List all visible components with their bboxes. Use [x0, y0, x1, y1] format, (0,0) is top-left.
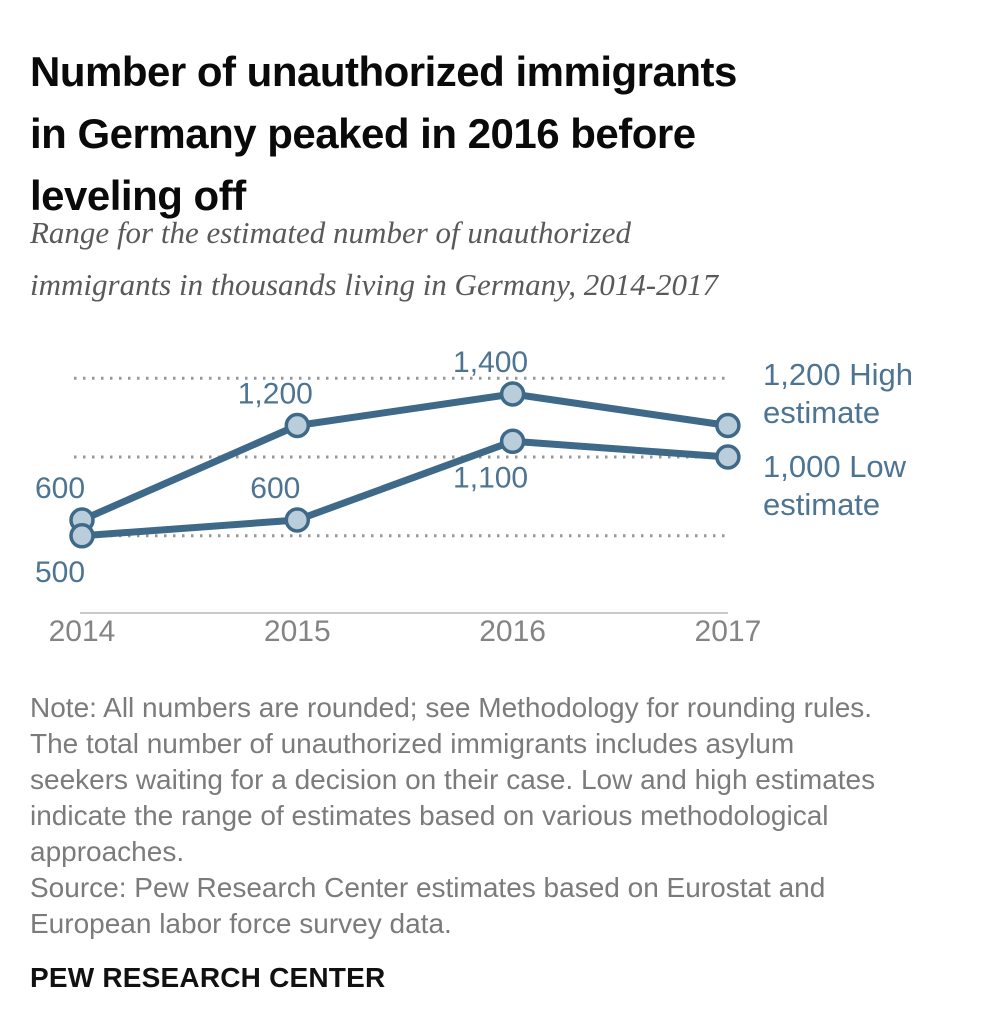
data-point-marker: [499, 381, 526, 407]
text-line: approaches.: [30, 836, 185, 867]
series-line-low-estimate: [78, 437, 732, 540]
end-label-high-estimate: 1,200 High estimate: [763, 357, 913, 430]
data-point-label: 600: [35, 472, 85, 505]
data-point-marker: [284, 507, 311, 533]
note-text: Note: All numbers are rounded; see Metho…: [30, 690, 975, 870]
x-tick-label: 2016: [479, 615, 546, 648]
series-line-high-estimate: [78, 390, 732, 524]
text-line: Note: All numbers are rounded; see Metho…: [30, 692, 873, 723]
data-point-label: 1,100: [453, 461, 528, 494]
data-point-label: 600: [250, 472, 300, 505]
text-line: Number of unauthorized immigrants: [30, 48, 737, 96]
data-point-marker: [284, 412, 311, 439]
source-text: Source: Pew Research Center estimates ba…: [30, 870, 975, 942]
data-point-label: 1,400: [453, 346, 528, 379]
chart-subtitle: Range for the estimated number of unauth…: [30, 207, 880, 311]
line-chart: 600 1,200 1,400 500 600 1,100 2014 2015 2016 2017…: [35, 346, 913, 648]
text-line: immigrants in thousands living in German…: [30, 267, 719, 302]
page-title: Number of unauthorized immigrants in Germ…: [30, 41, 930, 227]
footer-text: Note: All numbers are rounded; see Metho…: [30, 690, 975, 942]
data-point-marker: [69, 523, 95, 549]
text-line: Range for the estimated number of unauth…: [30, 215, 631, 250]
text-line: seekers waiting for a decision on their …: [30, 764, 876, 795]
x-tick-label: 2014: [49, 615, 116, 648]
data-point-marker: [715, 412, 741, 439]
end-label-line: estimate: [763, 487, 880, 522]
data-point-marker: [499, 428, 526, 455]
data-point-label: 1,200: [238, 378, 313, 411]
end-label-low-estimate: 1,000 Low estimate: [763, 449, 907, 522]
text-line: The total number of unauthorized immigra…: [30, 728, 795, 759]
end-label-line: estimate: [763, 395, 880, 430]
text-line: in Germany peaked in 2016 before: [30, 110, 696, 158]
x-tick-label: 2015: [264, 615, 331, 648]
data-point-label: 500: [35, 556, 85, 589]
chart-area: 600 1,200 1,400 500 600 1,100 2014 2015 2016 2017…: [0, 330, 997, 650]
end-label-line: 1,000 Low: [763, 449, 907, 484]
text-line: leveling off: [30, 172, 246, 220]
brand-footer: PEW RESEARCH CENTER: [30, 962, 386, 993]
end-label-line: 1,200 High: [763, 357, 913, 392]
data-point-marker: [715, 444, 741, 470]
text-line: indicate the range of estimates based on…: [30, 800, 829, 831]
text-line: Source: Pew Research Center estimates ba…: [30, 872, 826, 903]
x-tick-label: 2017: [695, 615, 762, 648]
text-line: European labor force survey data.: [30, 908, 452, 939]
